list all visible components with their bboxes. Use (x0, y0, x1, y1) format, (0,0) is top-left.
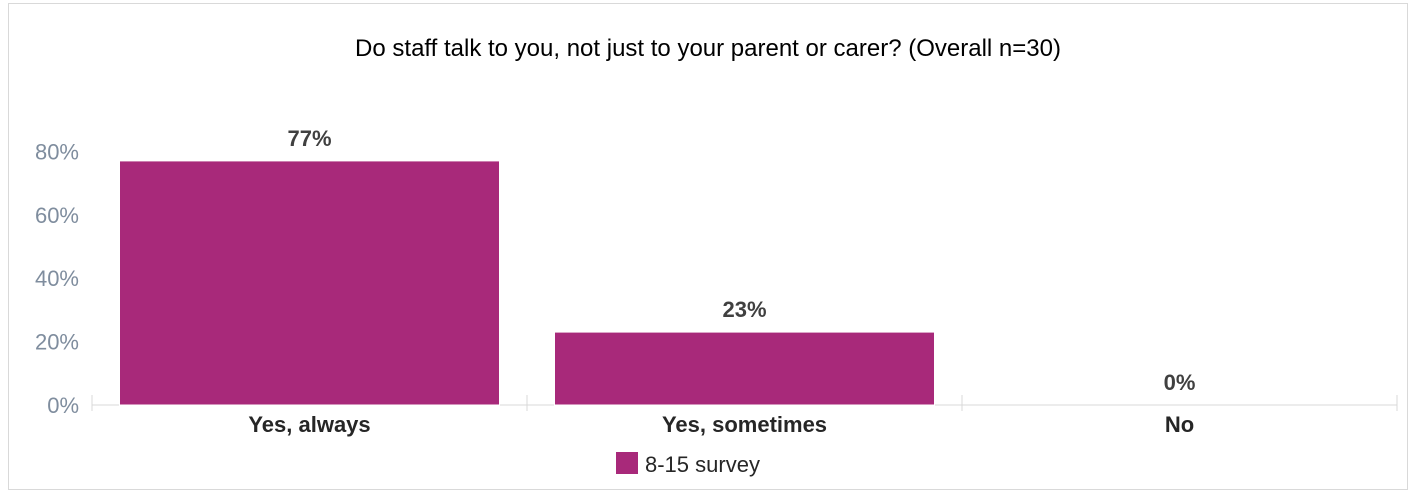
legend-swatch (616, 452, 638, 474)
y-tick-label: 60% (35, 203, 79, 228)
data-label: 77% (287, 126, 331, 151)
category-label: No (1165, 412, 1194, 437)
y-axis: 0% 20% 40% 60% 80% (35, 139, 1398, 418)
y-tick-label: 40% (35, 266, 79, 291)
chart-title: Do staff talk to you, not just to your p… (355, 35, 1061, 62)
data-label: 0% (1164, 370, 1196, 395)
category-label: Yes, sometimes (662, 412, 827, 437)
data-label: 23% (722, 297, 766, 322)
legend: 8-15 survey (616, 452, 760, 477)
data-labels: 77% 23% 0% (287, 126, 1195, 395)
y-tick-label: 80% (35, 139, 79, 164)
category-label: Yes, always (248, 412, 370, 437)
legend-label: 8-15 survey (645, 452, 760, 477)
bar (554, 331, 935, 406)
x-axis: Yes, always Yes, sometimes No (248, 412, 1194, 437)
bar (119, 160, 500, 406)
y-tick-label: 0% (47, 393, 79, 418)
bars (119, 160, 935, 406)
y-tick-label: 20% (35, 330, 79, 355)
